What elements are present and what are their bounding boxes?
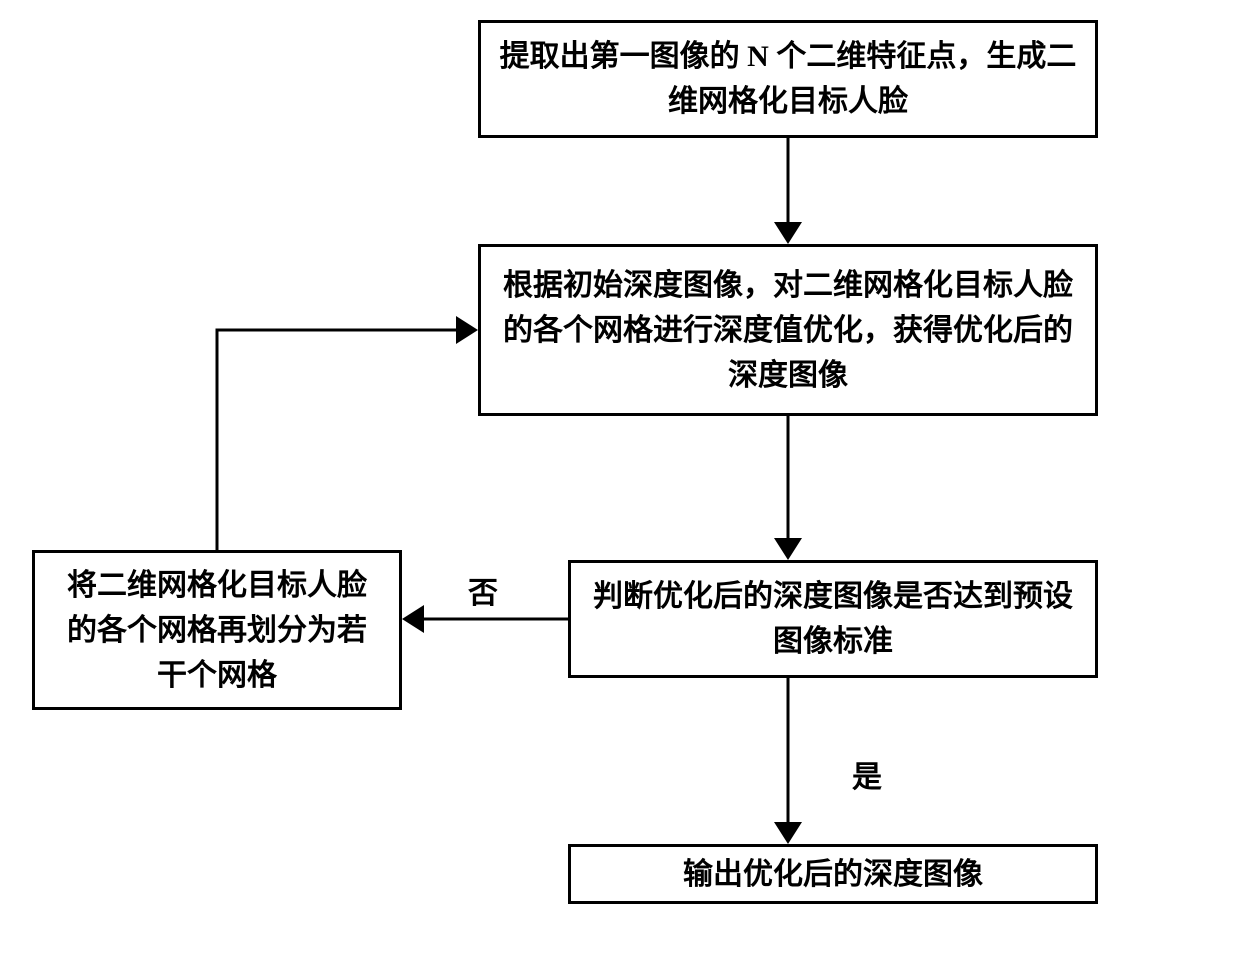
- edge-label-no: 否: [468, 568, 498, 612]
- flow-node-optimize-depth: 根据初始深度图像，对二维网格化目标人脸的各个网格进行深度值优化，获得优化后的深度…: [478, 244, 1098, 416]
- flow-node-check-standard: 判断优化后的深度图像是否达到预设图像标准: [568, 560, 1098, 678]
- flow-node-output: 输出优化后的深度图像: [568, 844, 1098, 904]
- node-text: 将二维网格化目标人脸的各个网格再划分为若干个网格: [53, 563, 381, 698]
- node-text: 提取出第一图像的 N 个二维特征点，生成二维网格化目标人脸: [499, 34, 1077, 124]
- flow-node-extract-features: 提取出第一图像的 N 个二维特征点，生成二维网格化目标人脸: [478, 20, 1098, 138]
- node-text: 判断优化后的深度图像是否达到预设图像标准: [589, 574, 1077, 664]
- edge-label-yes: 是: [852, 752, 882, 796]
- label-text: 是: [852, 761, 882, 794]
- flow-edges: [0, 0, 1240, 954]
- node-text: 输出优化后的深度图像: [683, 852, 983, 897]
- flow-node-subdivide-mesh: 将二维网格化目标人脸的各个网格再划分为若干个网格: [32, 550, 402, 710]
- label-text: 否: [468, 577, 498, 610]
- node-text: 根据初始深度图像，对二维网格化目标人脸的各个网格进行深度值优化，获得优化后的深度…: [499, 263, 1077, 398]
